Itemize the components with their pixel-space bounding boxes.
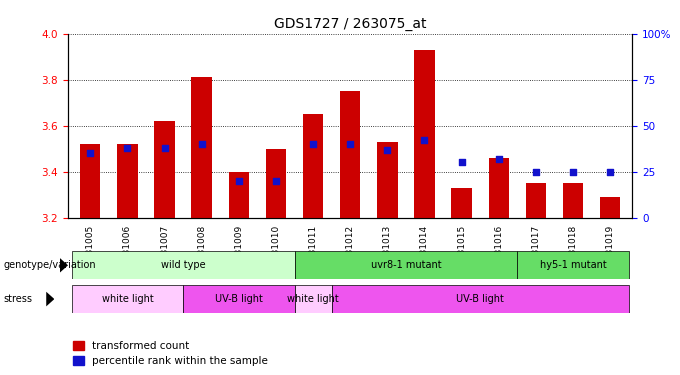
Bar (183, 285, 294, 313)
Text: UV-B light: UV-B light (215, 294, 262, 304)
Bar (294, 251, 517, 279)
Text: genotype/variation: genotype/variation (3, 260, 96, 270)
Text: wild type: wild type (160, 260, 205, 270)
Bar (377, 142, 398, 218)
Point (233, 178, 244, 184)
Bar (340, 91, 360, 218)
Point (568, 168, 579, 174)
Bar (452, 188, 472, 218)
Point (122, 145, 133, 151)
Bar (414, 50, 435, 217)
Title: GDS1727 / 263075_at: GDS1727 / 263075_at (274, 17, 426, 32)
Point (345, 141, 356, 147)
Bar (71, 285, 183, 313)
Bar (303, 114, 323, 218)
Bar (154, 121, 175, 218)
Bar (526, 183, 546, 218)
Bar (228, 171, 249, 217)
Text: hy5-1 mutant: hy5-1 mutant (540, 260, 607, 270)
Bar (563, 183, 583, 218)
Bar (71, 251, 294, 279)
Text: white light: white light (101, 294, 153, 304)
Point (197, 141, 207, 147)
Point (271, 178, 282, 184)
Point (382, 147, 393, 153)
Point (456, 159, 467, 165)
Text: white light: white light (287, 294, 339, 304)
Bar (332, 285, 629, 313)
Text: UV-B light: UV-B light (456, 294, 504, 304)
Bar (488, 158, 509, 218)
Polygon shape (60, 258, 68, 273)
Bar (600, 197, 620, 217)
Point (85, 150, 96, 156)
Legend: transformed count, percentile rank within the sample: transformed count, percentile rank withi… (73, 341, 268, 366)
Point (419, 137, 430, 143)
Text: stress: stress (3, 294, 33, 304)
Point (530, 168, 541, 174)
Bar (517, 251, 629, 279)
Bar (294, 285, 332, 313)
Polygon shape (46, 292, 54, 306)
Point (159, 145, 170, 151)
Point (605, 168, 615, 174)
Bar (266, 148, 286, 217)
Bar (192, 77, 212, 218)
Point (307, 141, 318, 147)
Bar (117, 144, 137, 218)
Bar (80, 144, 101, 218)
Point (493, 156, 504, 162)
Text: uvr8-1 mutant: uvr8-1 mutant (371, 260, 441, 270)
